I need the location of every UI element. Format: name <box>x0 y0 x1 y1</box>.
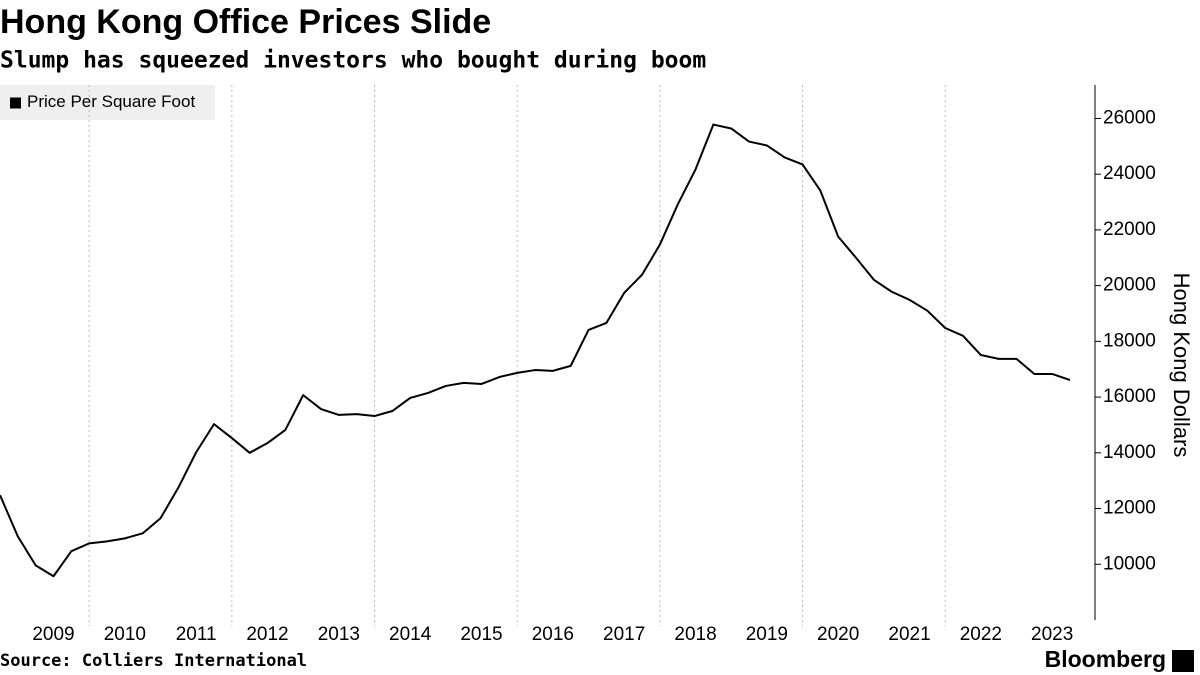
x-tick-label: 2012 <box>246 624 288 645</box>
x-tick-label: 2019 <box>746 624 788 645</box>
y-tick-label: 10000 <box>1103 553 1156 574</box>
x-tick-label: 2022 <box>960 624 1002 645</box>
y-tick-label: 22000 <box>1103 219 1156 240</box>
y-axis-label: Hong Kong Dollars <box>1169 273 1194 458</box>
y-tick-label: 18000 <box>1103 330 1156 351</box>
x-tick-label: 2016 <box>532 624 574 645</box>
y-tick-label: 26000 <box>1103 107 1156 128</box>
x-tick-label: 2014 <box>389 624 432 645</box>
x-tick-label: 2015 <box>460 624 502 645</box>
legend-box <box>0 85 215 120</box>
brand-icon <box>1172 650 1194 672</box>
x-tick-label: 2018 <box>674 624 716 645</box>
y-tick-label: 16000 <box>1103 386 1156 407</box>
x-tick-label: 2009 <box>32 624 74 645</box>
x-tick-label: 2020 <box>817 624 859 645</box>
x-tick-label: 2021 <box>888 624 930 645</box>
brand: Bloomberg <box>1045 646 1166 672</box>
source: Source: Colliers International <box>0 651 307 671</box>
x-tick-label: 2013 <box>318 624 360 645</box>
y-tick-label: 12000 <box>1103 498 1156 519</box>
y-tick-label: 24000 <box>1103 163 1156 184</box>
line-series <box>0 123 1071 578</box>
legend-swatch <box>10 97 21 109</box>
y-tick-label: 20000 <box>1103 275 1156 296</box>
chart-title: Hong Kong Office Prices Slide <box>0 3 491 41</box>
x-tick-label: 2017 <box>603 624 645 645</box>
chart-subtitle: Slump has squeezed investors who bought … <box>0 48 706 74</box>
x-tick-label: 2011 <box>176 624 217 645</box>
legend-label: Price Per Square Foot <box>27 92 195 111</box>
x-tick-label: 2010 <box>104 624 146 645</box>
x-tick-label: 2023 <box>1031 624 1073 645</box>
y-tick-label: 14000 <box>1103 442 1156 463</box>
